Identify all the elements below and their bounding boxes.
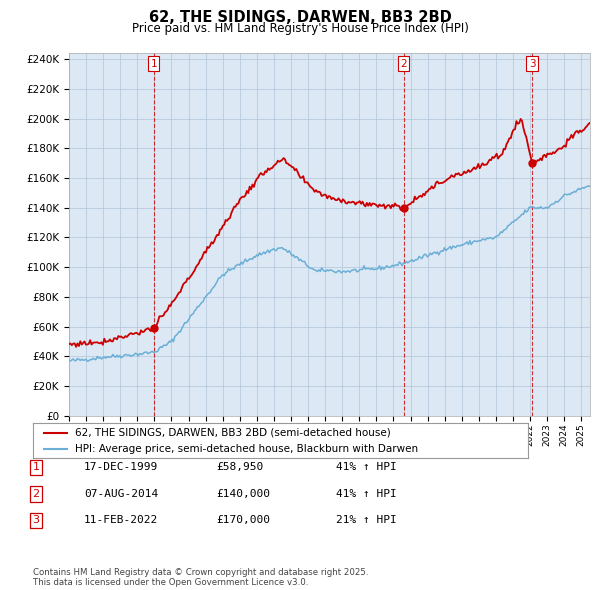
Text: £170,000: £170,000 [216, 516, 270, 525]
Point [527, 159, 537, 168]
Text: HPI: Average price, semi-detached house, Blackburn with Darwen: HPI: Average price, semi-detached house,… [75, 444, 418, 454]
Text: 07-AUG-2014: 07-AUG-2014 [84, 489, 158, 499]
Text: 1: 1 [151, 58, 157, 68]
Text: 62, THE SIDINGS, DARWEN, BB3 2BD (semi-detached house): 62, THE SIDINGS, DARWEN, BB3 2BD (semi-d… [75, 428, 391, 438]
Text: Price paid vs. HM Land Registry's House Price Index (HPI): Price paid vs. HM Land Registry's House … [131, 22, 469, 35]
Text: 2: 2 [400, 58, 407, 68]
Text: £58,950: £58,950 [216, 463, 263, 472]
Text: 3: 3 [32, 516, 40, 525]
Point [149, 323, 158, 333]
Point [399, 203, 409, 212]
Text: 2: 2 [32, 489, 40, 499]
Text: Contains HM Land Registry data © Crown copyright and database right 2025.
This d: Contains HM Land Registry data © Crown c… [33, 568, 368, 587]
Text: 41% ↑ HPI: 41% ↑ HPI [336, 489, 397, 499]
Text: 17-DEC-1999: 17-DEC-1999 [84, 463, 158, 472]
Text: £140,000: £140,000 [216, 489, 270, 499]
Text: 11-FEB-2022: 11-FEB-2022 [84, 516, 158, 525]
Text: 1: 1 [32, 463, 40, 472]
Text: 3: 3 [529, 58, 535, 68]
Text: 21% ↑ HPI: 21% ↑ HPI [336, 516, 397, 525]
Text: 41% ↑ HPI: 41% ↑ HPI [336, 463, 397, 472]
Text: 62, THE SIDINGS, DARWEN, BB3 2BD: 62, THE SIDINGS, DARWEN, BB3 2BD [149, 10, 451, 25]
